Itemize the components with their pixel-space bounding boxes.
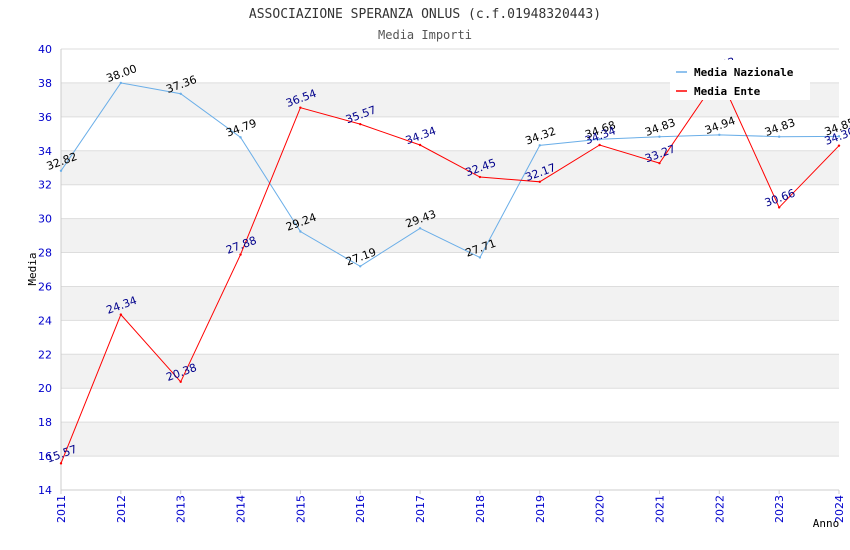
data-point (777, 135, 781, 138)
legend-label: Media Nazionale (694, 66, 794, 79)
x-tick-label: 2014 (235, 495, 248, 523)
data-label: 34.79 (224, 117, 258, 140)
data-point (658, 135, 661, 138)
x-tick-label: 2023 (773, 495, 786, 523)
x-tick-label: 2017 (414, 495, 427, 523)
y-tick-label: 38 (38, 77, 52, 90)
data-point (598, 143, 601, 147)
data-point (418, 227, 422, 230)
data-point (478, 175, 482, 179)
y-tick-label: 28 (38, 247, 52, 260)
y-tick-label: 34 (38, 145, 52, 158)
x-tick-label: 2015 (294, 495, 307, 523)
x-tick-label: 2016 (354, 495, 367, 523)
x-tick-label: 2013 (175, 495, 188, 523)
data-point (239, 253, 242, 256)
data-label: 34.83 (643, 116, 677, 139)
x-tick-label: 2018 (474, 495, 487, 523)
y-tick-label: 20 (38, 382, 52, 395)
data-point (119, 313, 123, 316)
data-point (179, 380, 182, 383)
y-tick-label: 14 (38, 484, 52, 497)
data-label: 34.34 (404, 124, 438, 147)
y-tick-label: 36 (38, 111, 52, 124)
y-axis-title: Media (26, 252, 39, 285)
data-label: 38.00 (105, 62, 139, 85)
y-tick-label: 30 (38, 213, 52, 226)
grid-band (61, 422, 839, 457)
data-point (418, 143, 422, 147)
grid-band (61, 286, 839, 321)
data-label: 34.94 (703, 114, 737, 137)
chart-title: ASSOCIAZIONE SPERANZA ONLUS (c.f.0194832… (249, 7, 601, 22)
y-tick-label: 32 (38, 179, 52, 192)
data-point (59, 462, 63, 465)
series-line (60, 82, 840, 267)
x-tick-label: 2012 (115, 495, 128, 523)
legend: Media Nazionale Media Ente (670, 60, 810, 100)
y-tick-label: 18 (38, 416, 52, 429)
data-point (239, 136, 242, 139)
y-tick-label: 16 (38, 450, 52, 463)
x-tick-label: 2011 (55, 495, 68, 523)
chart-subtitle: Media Importi (378, 28, 472, 42)
x-axis-title: Anno (813, 517, 840, 530)
legend-label: Media Ente (694, 85, 761, 98)
data-point (658, 161, 661, 165)
y-tick-label: 26 (38, 280, 52, 293)
data-point (777, 206, 781, 209)
x-tick-label: 2020 (594, 495, 607, 523)
y-tick-label: 22 (38, 348, 52, 361)
data-point (718, 133, 721, 137)
data-point (359, 122, 362, 126)
data-point (119, 81, 123, 85)
x-tick-label: 2022 (713, 495, 726, 523)
data-point (837, 144, 841, 147)
x-tick-label: 2019 (534, 495, 547, 523)
series-line (60, 74, 840, 464)
data-point (538, 144, 541, 147)
grid-band (61, 150, 839, 185)
data-point (538, 180, 541, 184)
legend-box (670, 60, 810, 100)
data-point (837, 135, 841, 138)
data-point (598, 138, 601, 141)
y-tick-label: 40 (38, 43, 52, 56)
data-point (179, 92, 182, 95)
data-point (478, 256, 482, 259)
data-point (359, 265, 362, 268)
data-point (59, 169, 63, 172)
y-tick-label: 24 (38, 314, 52, 327)
x-tick-label: 2024 (833, 495, 846, 523)
data-point (299, 106, 302, 109)
grid-band (61, 218, 839, 253)
data-point (299, 230, 302, 233)
x-tick-label: 2021 (653, 495, 666, 523)
data-label: 34.83 (763, 116, 797, 139)
